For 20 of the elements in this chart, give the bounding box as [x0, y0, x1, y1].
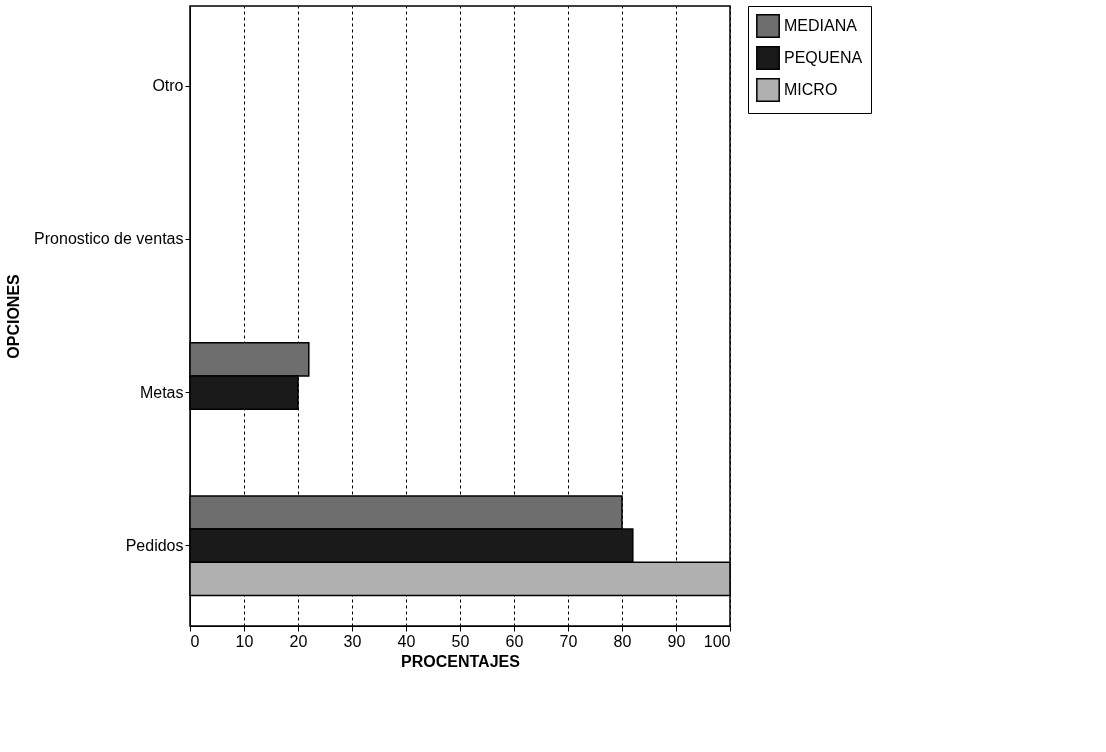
- x-tick-label: 70: [559, 632, 578, 650]
- y-tick-label: Otro: [152, 77, 184, 95]
- x-tick-label: 80: [613, 632, 632, 650]
- x-axis-title: PROCENTAJES: [401, 652, 521, 670]
- x-tick-label: 40: [397, 632, 416, 650]
- legend-label: MEDIANA: [784, 17, 858, 34]
- x-tick-label: 10: [235, 632, 254, 650]
- x-tick-label: 90: [667, 632, 686, 650]
- y-tick-label: Pronostico de ventas: [34, 230, 184, 248]
- x-tick-label: 100: [703, 632, 731, 650]
- x-tick-label: 50: [451, 632, 470, 650]
- x-tick-label: 20: [289, 632, 308, 650]
- x-tick-label: 0: [190, 632, 200, 650]
- y-tick-label: Pedidos: [125, 536, 184, 554]
- y-tick-label: Metas: [139, 383, 184, 401]
- legend-label: PEQUENA: [784, 49, 863, 66]
- x-tick-label: 60: [505, 632, 524, 650]
- x-tick-label: 30: [343, 632, 362, 650]
- legend-label: MICRO: [784, 81, 838, 98]
- y-axis-title: OPCIONES: [5, 273, 23, 359]
